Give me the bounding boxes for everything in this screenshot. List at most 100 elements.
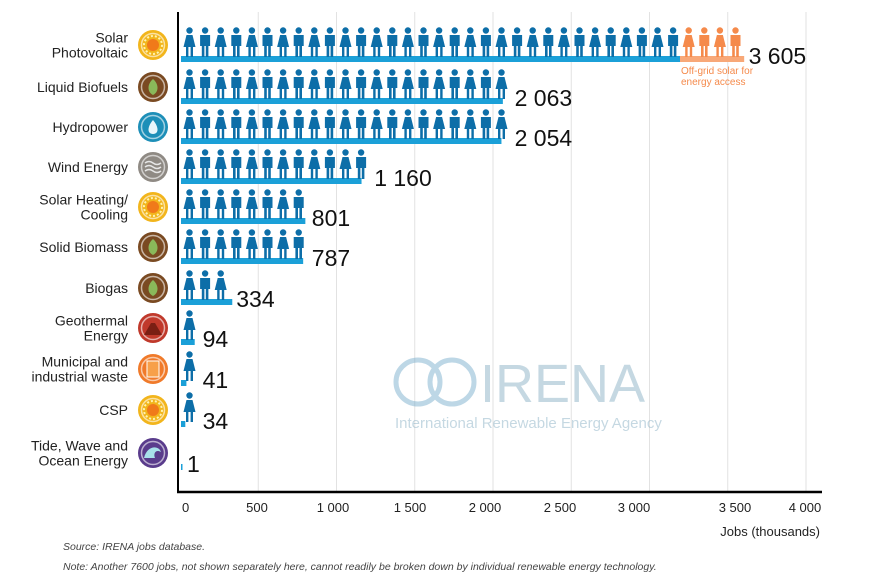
person-body (433, 117, 446, 139)
category-label: Ocean Energy (39, 453, 129, 469)
offgrid-bar (680, 56, 745, 62)
person-head (264, 229, 271, 236)
person-body (183, 157, 196, 179)
person-body (464, 117, 477, 139)
person-icon (449, 109, 460, 139)
person-head (295, 229, 302, 236)
person-head (201, 69, 209, 76)
x-tick-label: 3 000 (618, 500, 651, 515)
person-body (293, 157, 304, 179)
person-head (669, 27, 677, 34)
person-body (245, 237, 258, 259)
person-body (183, 117, 196, 139)
person-body (183, 278, 196, 300)
person-head (233, 69, 240, 76)
category-label: Geothermal (55, 313, 128, 329)
person-head (357, 149, 365, 156)
icon-inner (140, 194, 166, 220)
person-head (186, 109, 193, 116)
person-body (245, 117, 258, 139)
person-body (651, 35, 664, 57)
offgrid-label: energy access (681, 77, 745, 88)
person-head (186, 351, 193, 358)
person-body (387, 117, 398, 139)
bar (181, 299, 233, 305)
person-head (264, 149, 271, 156)
person-body (495, 117, 508, 139)
person-head (295, 189, 302, 196)
person-head (264, 109, 271, 116)
person-head (186, 27, 193, 34)
person-icon (433, 109, 446, 139)
person-head (638, 27, 646, 34)
person-icon (262, 189, 273, 219)
person-icon (605, 27, 616, 57)
person-icon (214, 27, 227, 57)
person-icon (183, 392, 196, 422)
person-icon (183, 351, 196, 381)
person-head (451, 27, 458, 34)
person-head (420, 69, 427, 76)
volcano-icon (138, 313, 168, 343)
person-icon (512, 27, 523, 57)
person-body (231, 35, 242, 57)
person-body (324, 157, 335, 179)
person-head (545, 27, 552, 34)
person-body (293, 197, 304, 219)
person-icon (231, 69, 242, 99)
sun-core (147, 201, 159, 213)
category-label: Cooling (81, 207, 128, 223)
sun-rays (143, 400, 163, 420)
person-body (183, 318, 196, 340)
value-label: 334 (236, 286, 275, 312)
person-body (308, 157, 321, 179)
person-icon (245, 189, 258, 219)
person-icon (200, 69, 211, 99)
category-label: Liquid Biofuels (37, 79, 128, 95)
person-head (591, 27, 599, 34)
person-head (295, 69, 302, 76)
person-icon (214, 189, 227, 219)
person-head (279, 69, 287, 76)
person-body (401, 117, 414, 139)
person-head (373, 109, 380, 116)
person-body (356, 77, 367, 99)
person-icon (200, 109, 211, 139)
person-head (451, 109, 458, 116)
person-body (418, 77, 429, 99)
person-icon (401, 69, 414, 99)
icon-inner (140, 32, 166, 58)
person-icon (418, 109, 429, 139)
person-body (293, 77, 304, 99)
person-head (201, 270, 209, 277)
wave-icon (138, 438, 168, 468)
person-head (716, 27, 724, 34)
person-head (498, 27, 505, 34)
person-head (295, 27, 302, 34)
person-head (186, 270, 193, 277)
person-head (217, 69, 224, 76)
person-head (389, 109, 396, 116)
person-body (200, 117, 211, 139)
person-head (217, 229, 224, 236)
drop (148, 120, 158, 134)
bar (181, 138, 502, 144)
person-body (231, 117, 242, 139)
person-icon (293, 109, 304, 139)
person-head (389, 27, 396, 34)
x-tick-label: 4 000 (789, 500, 822, 515)
leaf (148, 79, 158, 95)
person-icon (356, 149, 367, 179)
person-body (183, 197, 196, 219)
icon-inner (140, 114, 166, 140)
person-head (404, 69, 412, 76)
person-body (214, 35, 227, 57)
category-label: Tide, Wave and (31, 438, 128, 454)
person-icon (214, 149, 227, 179)
person-icon (200, 189, 211, 219)
person-head (233, 109, 240, 116)
waste-bin-icon (138, 354, 168, 384)
bar (181, 218, 306, 224)
